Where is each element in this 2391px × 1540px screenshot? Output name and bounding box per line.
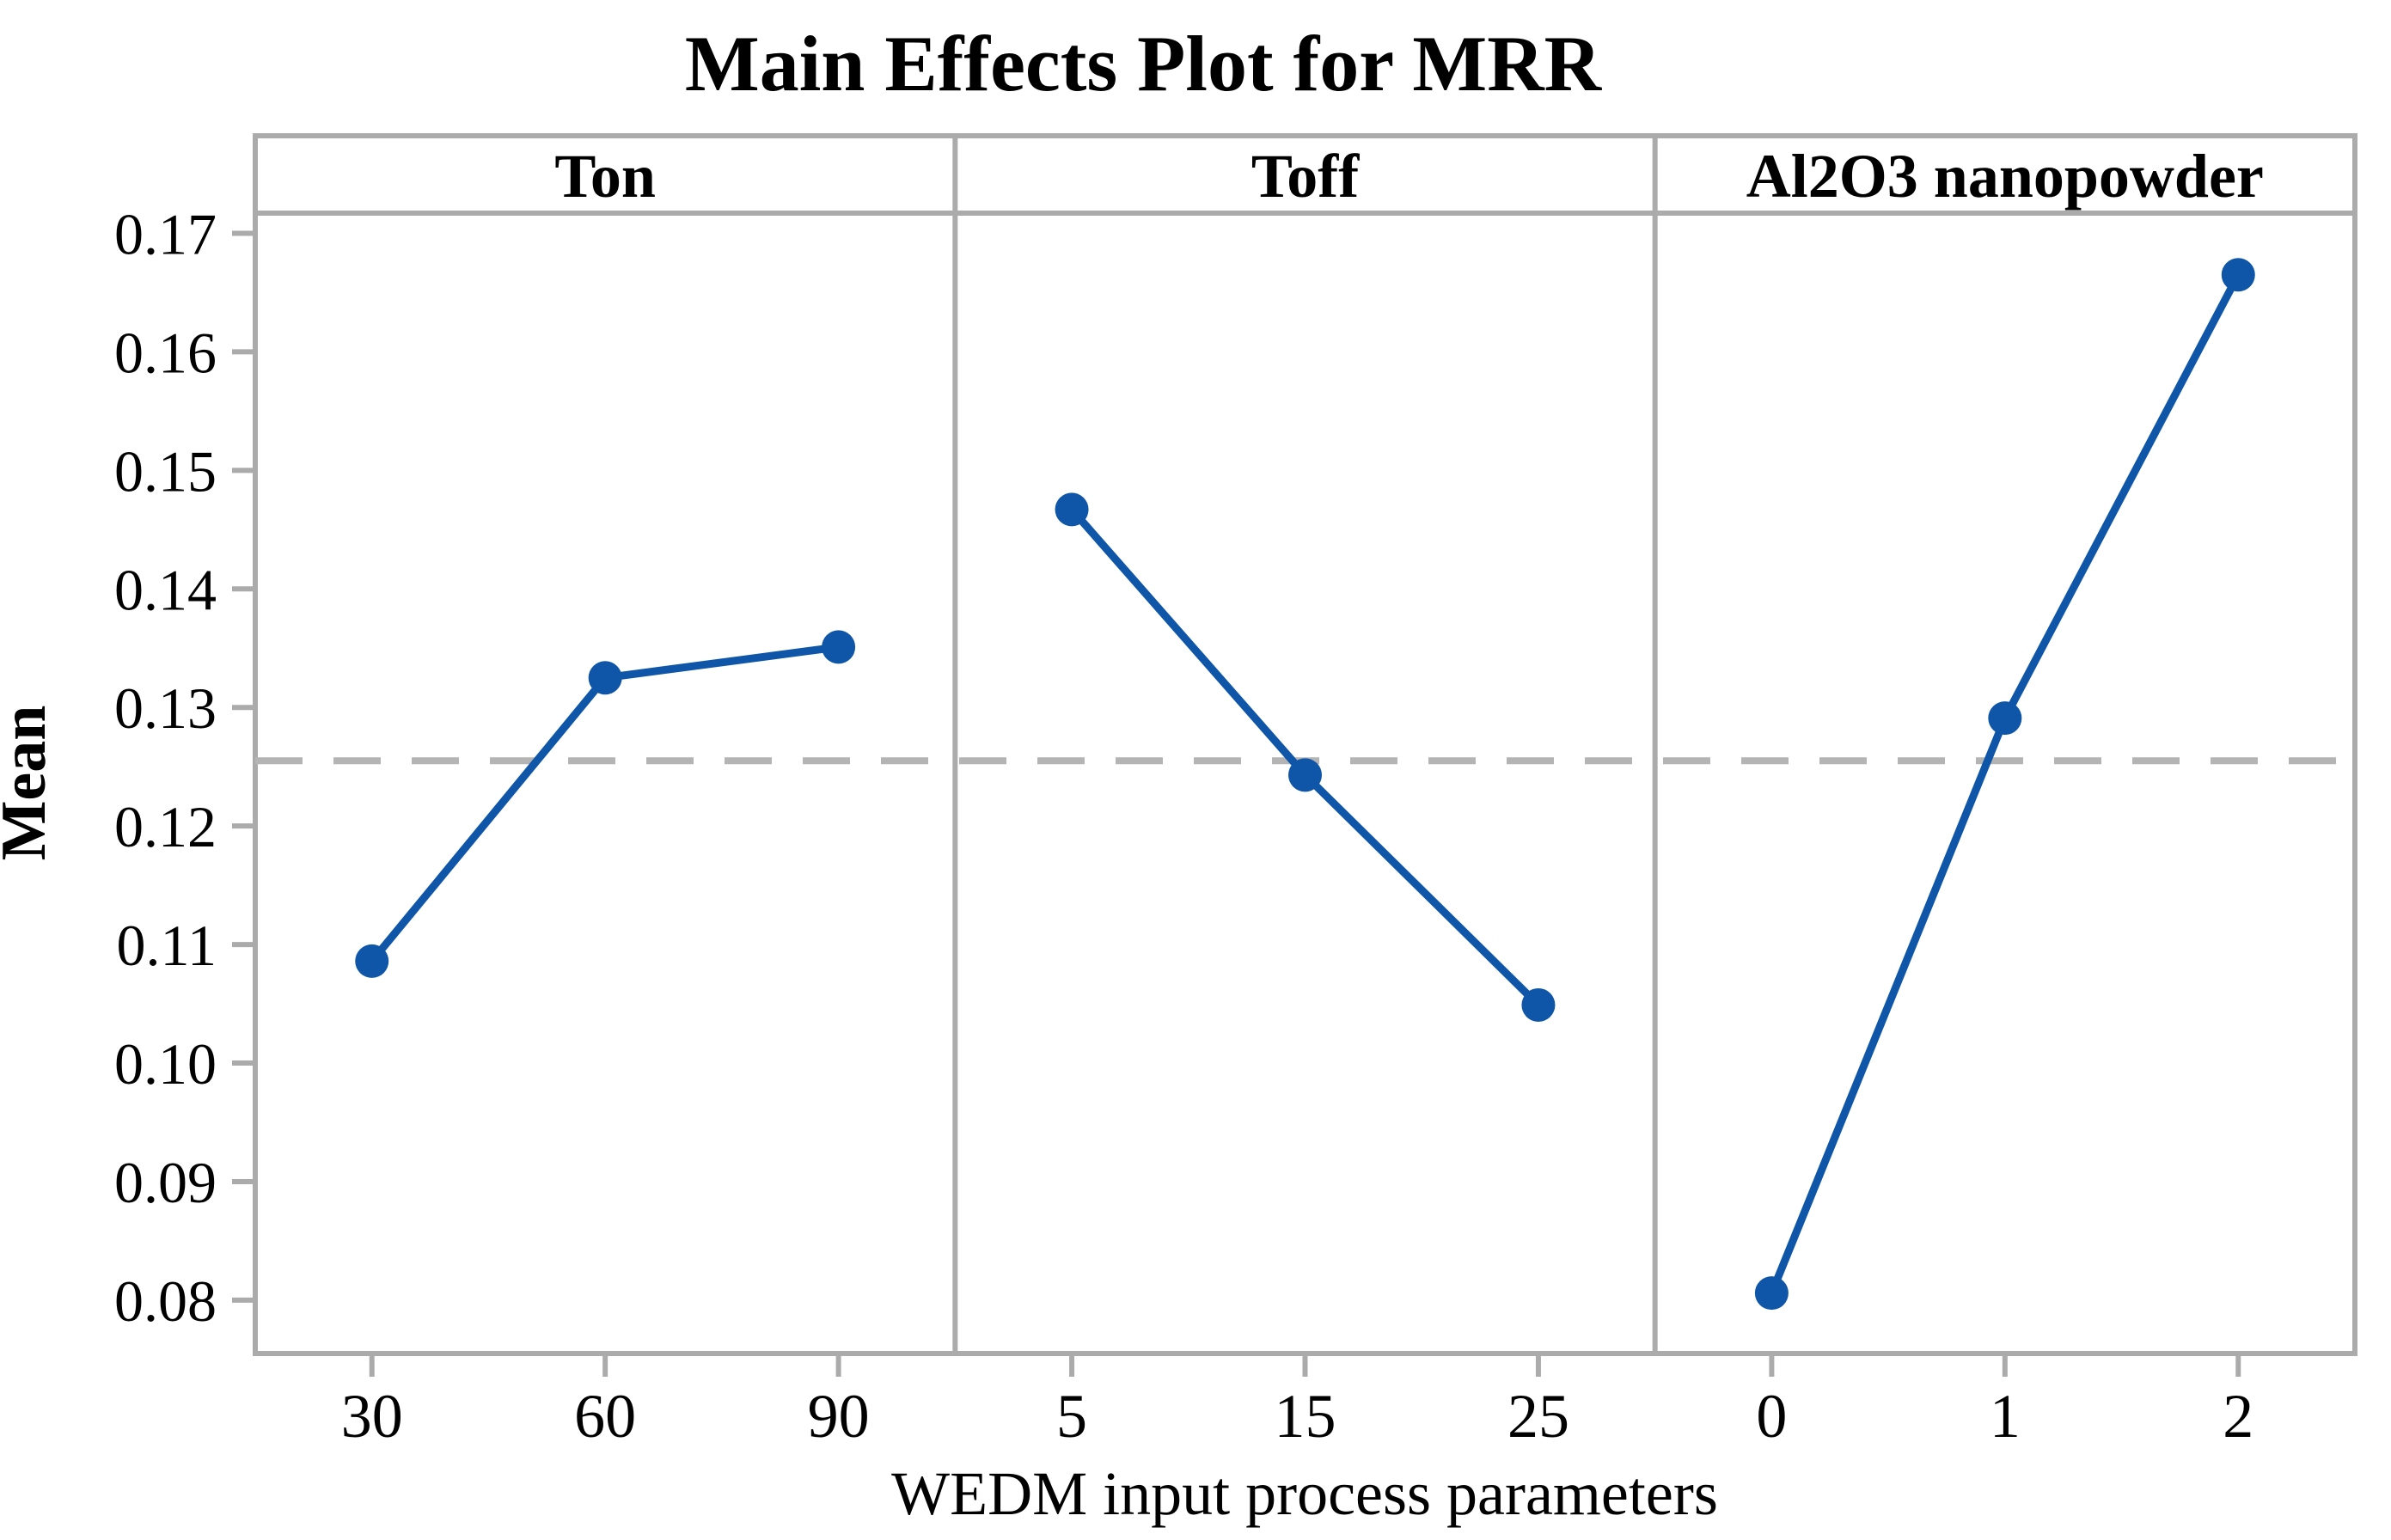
x-tick-label: 2 xyxy=(2223,1382,2253,1451)
y-tick-label: 0.12 xyxy=(114,794,217,859)
data-point xyxy=(1288,758,1322,792)
y-tick-label: 0.15 xyxy=(114,438,217,504)
series-line xyxy=(1068,506,1542,1008)
panel-header-label: Ton xyxy=(554,142,655,211)
y-tick-label: 0.11 xyxy=(117,913,217,978)
data-point xyxy=(1055,492,1089,527)
data-point xyxy=(588,661,622,695)
data-point xyxy=(2221,258,2255,292)
y-tick-label: 0.14 xyxy=(114,557,217,622)
x-axis-label: WEDM input process parameters xyxy=(891,1459,1718,1528)
y-tick-label: 0.10 xyxy=(114,1031,217,1097)
y-tick-label: 0.17 xyxy=(114,201,217,266)
data-point xyxy=(355,944,389,978)
x-tick-label: 0 xyxy=(1756,1382,1787,1451)
plot-area: Ton Toff Al2O3 nanopowder 0.08 0.09 0.10 0.11 0… xyxy=(114,133,2357,1451)
y-tick-label: 0.13 xyxy=(114,675,217,741)
x-tick-label: 1 xyxy=(1990,1382,2021,1451)
x-tick-label: 5 xyxy=(1056,1382,1087,1451)
panel-header-label: Toff xyxy=(1251,142,1360,211)
x-tick-label: 60 xyxy=(574,1382,636,1451)
series-line xyxy=(1768,272,2242,1295)
y-axis-label: Mean xyxy=(0,706,59,861)
data-point xyxy=(822,630,856,664)
x-tick-label: 30 xyxy=(341,1382,403,1451)
x-tick-label: 15 xyxy=(1275,1382,1336,1451)
x-tick-label: 25 xyxy=(1507,1382,1569,1451)
y-tick-label: 0.09 xyxy=(114,1150,217,1215)
x-tick-label: 90 xyxy=(808,1382,870,1451)
data-point xyxy=(1754,1276,1789,1311)
y-tick-label: 0.16 xyxy=(114,320,217,385)
panel-header-label: Al2O3 nanopowder xyxy=(1746,142,2264,211)
y-tick-label: 0.08 xyxy=(114,1268,217,1334)
chart-title: Main Effects Plot for MRR xyxy=(685,20,1603,107)
data-point xyxy=(1521,987,1556,1022)
data-point xyxy=(1988,701,2022,736)
